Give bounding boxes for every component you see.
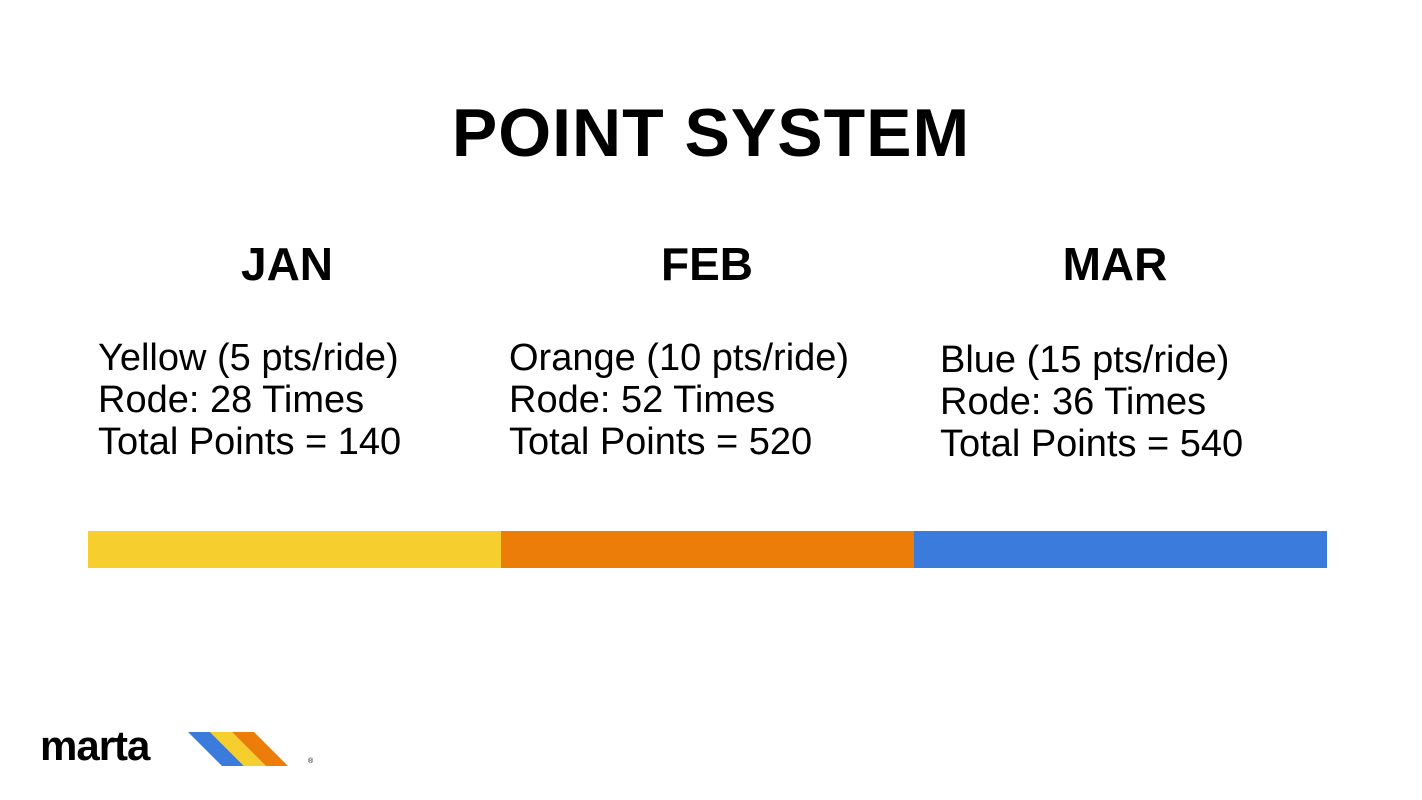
month-heading-mar: MAR (1062, 238, 1168, 290)
logo-stripes-icon (188, 732, 288, 766)
bar-yellow (88, 531, 502, 568)
bar-blue (914, 531, 1327, 568)
month-details-jan: Yellow (5 pts/ride) Rode: 28 Times Total… (98, 337, 401, 463)
month-heading-feb: FEB (661, 238, 753, 290)
total-points: Total Points = 140 (98, 421, 402, 463)
line-rate: Yellow (5 pts/ride) (98, 337, 399, 379)
line-rate: Blue (15 pts/ride) (940, 339, 1230, 381)
ride-count: Rode: 28 Times (98, 379, 365, 421)
registered-mark: ® (308, 758, 314, 765)
page-title: POINT SYSTEM (451, 95, 971, 171)
logo-wordmark: marta (40, 722, 150, 769)
month-details-mar: Blue (15 pts/ride) Rode: 36 Times Total … (940, 339, 1243, 465)
total-points: Total Points = 520 (509, 421, 813, 463)
bar-orange (501, 531, 915, 568)
month-heading-jan: JAN (240, 238, 334, 290)
total-points: Total Points = 540 (940, 423, 1244, 465)
month-details-feb: Orange (10 pts/ride) Rode: 52 Times Tota… (509, 337, 849, 463)
ride-count: Rode: 36 Times (940, 381, 1207, 423)
line-rate: Orange (10 pts/ride) (509, 337, 850, 379)
ride-count: Rode: 52 Times (509, 379, 776, 421)
